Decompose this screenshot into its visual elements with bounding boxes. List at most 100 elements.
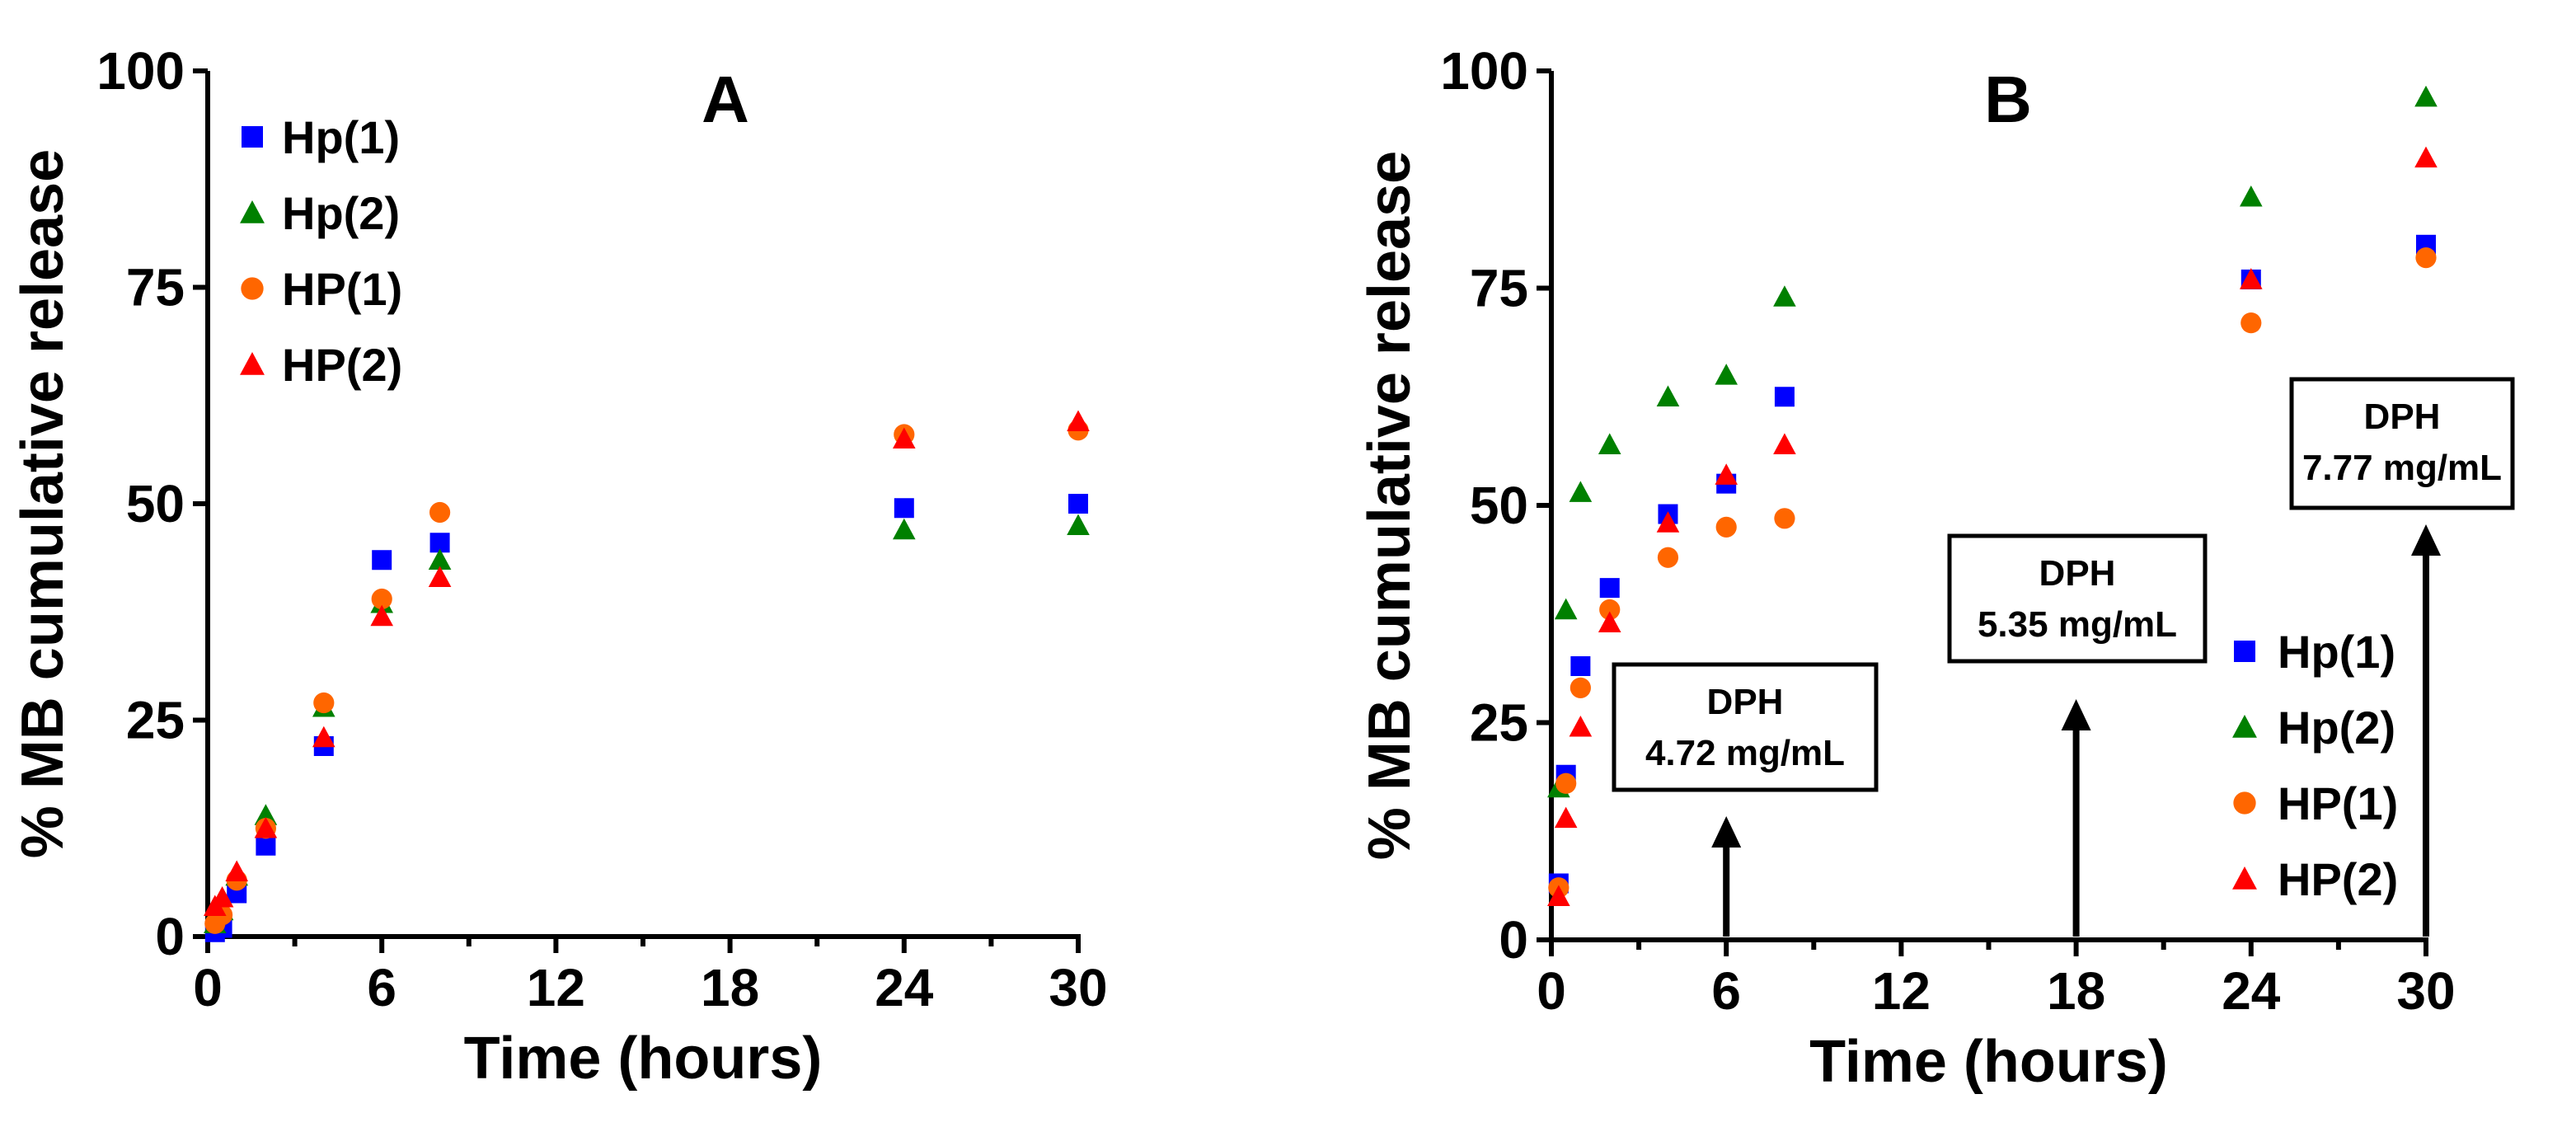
y-tick-label: 25 bbox=[126, 691, 185, 750]
data-point bbox=[372, 550, 392, 571]
legend-label: Hp(2) bbox=[282, 187, 400, 239]
legend-label: Hp(2) bbox=[2278, 702, 2395, 754]
dph-annotation: DPH 4.72 mg/mL bbox=[1612, 662, 1879, 937]
annotation-arrow-head bbox=[2411, 524, 2441, 556]
legend-marker bbox=[2232, 866, 2257, 890]
legend-marker bbox=[241, 277, 264, 300]
data-point bbox=[1570, 655, 1591, 676]
y-tick-label: 25 bbox=[1470, 693, 1528, 753]
data-point bbox=[1068, 494, 1088, 514]
panel-A: 0 25 50 75 100 0 6 12 18 24 30 Time (hours) % MB cum… bbox=[10, 41, 1108, 1092]
x-axis-title: Time (hours) bbox=[464, 1026, 823, 1092]
annotation-box bbox=[1947, 533, 2208, 664]
data-point bbox=[428, 548, 452, 570]
panel-label: B bbox=[1984, 63, 2032, 136]
annotation-label: DPH bbox=[2364, 397, 2441, 437]
annotation-value: 5.35 mg/mL bbox=[1978, 604, 2177, 645]
x-tick-label: 18 bbox=[701, 958, 759, 1017]
data-point bbox=[1599, 599, 1621, 621]
dph-annotation: DPH 7.77 mg/mL bbox=[2289, 377, 2515, 937]
panel-B: 0 25 50 75 100 0 6 12 18 24 30 Time (hours) % MB cum… bbox=[1357, 41, 2515, 1095]
data-point bbox=[371, 588, 392, 610]
data-point bbox=[1599, 578, 1620, 599]
annotation-box bbox=[1612, 662, 1879, 792]
series-HP(2) bbox=[204, 410, 1090, 916]
data-point bbox=[2240, 268, 2263, 289]
legend: Hp(1) Hp(2) HP(1) HP(2) bbox=[240, 111, 402, 391]
x-tick-label: 24 bbox=[875, 958, 934, 1017]
data-point bbox=[1555, 772, 1577, 794]
data-point bbox=[1774, 387, 1795, 407]
series-HP(1) bbox=[204, 420, 1089, 934]
data-point bbox=[1773, 433, 1796, 454]
y-tick-label: 100 bbox=[1440, 41, 1528, 101]
legend-label: Hp(1) bbox=[2278, 626, 2395, 678]
data-point bbox=[1570, 677, 1591, 698]
data-point bbox=[428, 566, 452, 587]
data-point bbox=[1569, 715, 1593, 737]
data-point bbox=[1598, 611, 1621, 633]
data-point bbox=[1657, 547, 1679, 568]
data-point bbox=[1656, 385, 1680, 406]
series-HP(1) bbox=[1548, 247, 2437, 899]
data-point bbox=[2414, 85, 2438, 107]
series-Hp(2) bbox=[1547, 85, 2438, 798]
data-point bbox=[1715, 516, 1737, 538]
data-point bbox=[1715, 463, 1738, 485]
data-point bbox=[312, 726, 335, 748]
x-tick-label: 18 bbox=[2047, 961, 2105, 1021]
annotation-arrow-head bbox=[1711, 816, 1742, 848]
data-point bbox=[893, 427, 916, 448]
data-point bbox=[2241, 312, 2262, 334]
y-axis-title: % MB cumulative release bbox=[10, 149, 76, 858]
y-tick-label: 50 bbox=[1470, 476, 1528, 535]
x-tick-label: 0 bbox=[193, 958, 223, 1017]
series-Hp(1) bbox=[204, 494, 1088, 942]
x-tick-label: 0 bbox=[1537, 961, 1566, 1021]
data-point bbox=[370, 604, 393, 627]
y-tick-label: 75 bbox=[1470, 259, 1528, 318]
data-point bbox=[429, 501, 451, 524]
data-point bbox=[1067, 514, 1090, 535]
data-point bbox=[2240, 185, 2263, 207]
series-HP(2) bbox=[1547, 146, 2438, 907]
data-point bbox=[1569, 481, 1593, 502]
x-tick-label: 6 bbox=[1711, 961, 1741, 1021]
data-point bbox=[210, 885, 234, 908]
data-point bbox=[1656, 511, 1680, 533]
data-point bbox=[1774, 508, 1795, 529]
annotation-label: DPH bbox=[1707, 682, 1784, 722]
y-tick-label: 75 bbox=[126, 258, 185, 317]
y-tick-label: 0 bbox=[155, 907, 185, 966]
data-point bbox=[1554, 806, 1578, 829]
data-point bbox=[2415, 247, 2437, 269]
annotation-value: 7.77 mg/mL bbox=[2302, 448, 2502, 488]
legend-marker bbox=[240, 200, 265, 223]
data-point bbox=[1554, 598, 1578, 620]
data-point bbox=[1773, 285, 1796, 307]
y-axis-title: % MB cumulative release bbox=[1357, 151, 1423, 860]
x-tick-label: 24 bbox=[2222, 961, 2281, 1021]
data-point bbox=[1715, 364, 1738, 385]
annotation-box bbox=[2289, 377, 2515, 510]
y-tick-label: 0 bbox=[1499, 910, 1528, 970]
y-tick-label: 50 bbox=[126, 474, 185, 533]
data-point bbox=[894, 498, 914, 519]
x-tick-label: 12 bbox=[527, 958, 585, 1017]
series-Hp(2) bbox=[204, 514, 1090, 933]
annotation-label: DPH bbox=[2039, 553, 2116, 594]
x-tick-label: 6 bbox=[367, 958, 396, 1017]
legend-label: HP(1) bbox=[2278, 777, 2398, 829]
legend: Hp(1) Hp(2) HP(1) HP(2) bbox=[2232, 626, 2398, 905]
panel-label: A bbox=[701, 63, 749, 136]
legend-marker bbox=[2232, 715, 2257, 738]
data-point bbox=[1547, 885, 1570, 907]
legend-marker bbox=[2233, 791, 2256, 815]
x-axis-title: Time (hours) bbox=[1809, 1029, 2168, 1095]
data-point bbox=[2414, 146, 2438, 168]
legend-marker bbox=[240, 352, 265, 375]
annotation-arrow-head bbox=[2061, 699, 2091, 730]
data-point bbox=[1067, 410, 1090, 431]
x-tick-label: 30 bbox=[2396, 961, 2455, 1021]
